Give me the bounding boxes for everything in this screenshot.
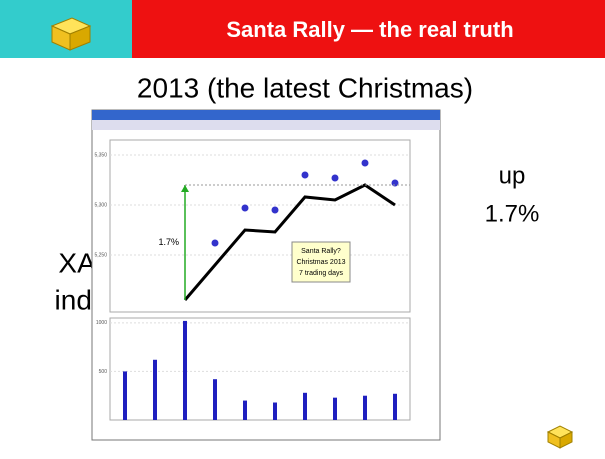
volume-bar bbox=[363, 395, 367, 420]
y-tick-label: 5,300 bbox=[94, 202, 107, 208]
window-bar bbox=[92, 110, 440, 120]
footer-icon bbox=[546, 425, 574, 449]
day-marker bbox=[300, 170, 310, 180]
volume-bar bbox=[273, 402, 277, 420]
rise-label: 1.7% bbox=[158, 237, 179, 247]
day-marker bbox=[240, 203, 250, 213]
note-text: Santa Rally? bbox=[301, 248, 341, 255]
slide-subtitle: 2013 (the latest Christmas) bbox=[137, 72, 473, 103]
day-marker bbox=[210, 238, 220, 248]
volume-bar bbox=[393, 393, 397, 420]
header-bar bbox=[132, 0, 605, 58]
note-text: Christmas 2013 bbox=[296, 259, 345, 266]
y-tick-label: 500 bbox=[99, 369, 108, 375]
y-tick-label: 5,250 bbox=[94, 252, 107, 258]
volume-bar bbox=[333, 397, 337, 420]
y-tick-label: 5,350 bbox=[94, 152, 107, 158]
price-panel bbox=[109, 139, 411, 313]
chart-toolbar bbox=[92, 120, 440, 130]
note-text: 7 trading days bbox=[299, 270, 343, 277]
slide-title: Santa Rally — the real truth bbox=[226, 17, 513, 42]
day-marker bbox=[390, 178, 400, 188]
price-line bbox=[183, 183, 396, 301]
day-marker bbox=[360, 158, 370, 168]
day-marker bbox=[330, 173, 340, 183]
day-marker bbox=[270, 205, 280, 215]
box-icon bbox=[50, 17, 92, 51]
right-label: up bbox=[499, 162, 526, 189]
note-box bbox=[291, 241, 351, 283]
volume-bar bbox=[303, 392, 307, 420]
volume-panel bbox=[109, 317, 411, 421]
volume-bar bbox=[213, 379, 217, 420]
volume-bar bbox=[153, 359, 157, 420]
rise-arrow-head bbox=[181, 185, 189, 192]
right-label: 1.7% bbox=[485, 200, 540, 227]
volume-bar bbox=[243, 400, 247, 420]
y-tick-label: 1000 bbox=[96, 320, 107, 326]
volume-bar bbox=[183, 320, 187, 420]
volume-bar bbox=[123, 371, 127, 420]
chart-frame bbox=[91, 109, 441, 441]
